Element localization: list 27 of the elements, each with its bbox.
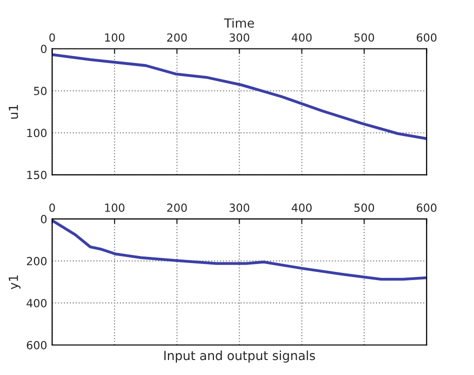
y-tick-label: 400 [26,298,47,308]
x-tick-label: 0 [49,33,55,42]
y-axis-title: u1 [8,105,18,119]
x-tick-label: 500 [354,33,374,42]
x-tick-label: 600 [416,204,436,212]
y-tick-label: 0 [40,214,47,224]
x-tick-label: 200 [167,33,187,42]
x-tick-label: 300 [230,204,250,212]
x-tick-label: 600 [416,33,436,42]
x-axis-title: Input and output signals [164,350,316,363]
x-axis-title: Time [224,18,254,28]
x-tick-label: 200 [167,204,187,212]
x-tick-label: 400 [292,33,312,42]
y-tick-label: 600 [26,340,47,350]
y-tick-label: 200 [26,256,47,266]
x-tick-label: 100 [105,33,124,42]
x-tick-label: 100 [105,204,124,212]
y-tick-label: 50 [34,86,47,96]
x-tick-label: 500 [354,204,374,212]
y-tick-label: 0 [40,44,47,54]
line-series [52,53,427,140]
y-tick-label: 150 [27,170,47,180]
y-tick-label: 100 [27,128,47,138]
x-tick-label: 300 [230,33,250,42]
x-tick-label: 400 [292,204,312,212]
y-axis-title: y1 [8,275,21,290]
x-tick-label: 0 [49,204,55,212]
